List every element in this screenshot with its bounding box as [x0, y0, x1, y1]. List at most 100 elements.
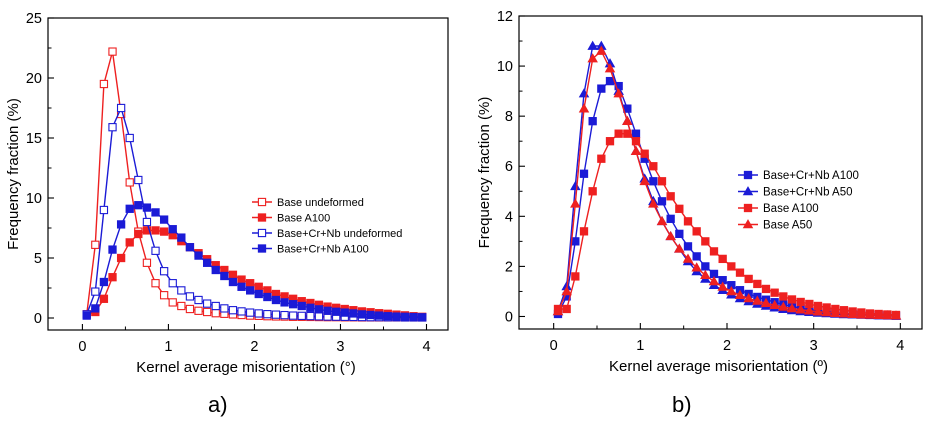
legend-entry: Base+Cr+Nb A100 [252, 244, 369, 256]
data-point [882, 310, 893, 320]
data-point [812, 306, 824, 316]
data-point [418, 313, 427, 322]
data-point [640, 149, 649, 158]
data-point [194, 306, 203, 315]
data-point [392, 312, 401, 321]
series-line [86, 51, 423, 319]
data-point [692, 227, 701, 236]
data-point [99, 205, 109, 215]
series-line [86, 105, 423, 319]
data-point [211, 309, 220, 318]
data-point [727, 262, 736, 271]
data-point [202, 307, 212, 317]
data-point [701, 262, 710, 271]
y-tick-label: 4 [505, 209, 513, 225]
data-point [649, 162, 658, 171]
data-point [786, 303, 798, 313]
data-point [220, 304, 229, 313]
data-point [570, 180, 581, 191]
legend-marker [742, 219, 754, 229]
data-point [357, 310, 367, 319]
legend-label: Base A50 [763, 220, 812, 232]
legend-entry: Base A50 [738, 219, 812, 232]
data-point [323, 306, 332, 315]
data-point [795, 304, 806, 314]
legend-label: Base undeformed [277, 197, 364, 209]
data-point [674, 243, 685, 253]
data-point [271, 295, 281, 305]
data-point [168, 279, 177, 288]
data-point [657, 197, 667, 206]
data-point [263, 292, 272, 302]
data-point [691, 262, 702, 272]
series-base-undeformed [82, 47, 427, 322]
data-point [804, 305, 815, 315]
x-tick-label: 4 [896, 338, 904, 354]
data-point [177, 233, 186, 242]
data-point [552, 306, 564, 316]
data-point [579, 169, 589, 178]
data-point [237, 307, 246, 316]
legend-entry: Base A100 [252, 213, 330, 225]
x-tick-label: 0 [550, 338, 558, 354]
y-tick-label: 6 [505, 159, 513, 175]
data-point [159, 267, 169, 276]
data-point [605, 137, 615, 146]
y-tick-label: 12 [497, 9, 513, 25]
data-point [134, 229, 143, 239]
y-tick-label: 0 [505, 309, 513, 325]
data-point [332, 307, 341, 316]
x-tick-label: 0 [78, 339, 86, 355]
y-axis-title: Frequency fraction (%) [476, 97, 493, 249]
legend-entry: Base undeformed [252, 197, 364, 209]
y-axis-title: Frequency fraction (%) [5, 98, 22, 250]
data-point [185, 243, 195, 252]
data-point [349, 309, 358, 318]
data-point [752, 295, 763, 305]
data-point [639, 175, 650, 186]
data-point [99, 79, 109, 89]
data-point [289, 311, 298, 320]
data-point [588, 187, 597, 196]
series-line [558, 132, 897, 316]
data-point [159, 215, 169, 224]
data-point [666, 192, 675, 201]
x-tick-label: 2 [723, 338, 731, 354]
data-point [99, 277, 109, 287]
data-point [194, 295, 203, 305]
data-point [306, 303, 315, 312]
data-point [400, 312, 410, 321]
data-point [864, 309, 876, 319]
y-tick-label: 15 [26, 131, 42, 147]
panel-label-a: a) [208, 392, 228, 417]
data-point [604, 63, 616, 73]
data-point [280, 298, 289, 307]
data-point [383, 312, 392, 321]
data-point [246, 286, 255, 295]
data-point [297, 311, 306, 320]
data-point [228, 270, 238, 279]
legend-entry: Base+Cr+Nb undeformed [252, 228, 402, 240]
data-point [116, 220, 126, 229]
data-point [587, 53, 598, 63]
data-point [409, 312, 418, 322]
data-point [561, 286, 572, 296]
data-point [890, 310, 902, 320]
legend-marker [257, 197, 267, 207]
data-point [91, 304, 100, 313]
data-point [168, 225, 177, 234]
data-point [202, 299, 212, 308]
data-point [649, 177, 658, 186]
data-point [753, 279, 762, 289]
x-tick-label: 2 [250, 339, 258, 355]
x-tick-label: 4 [422, 339, 430, 355]
data-point [570, 198, 581, 208]
data-point [211, 265, 220, 275]
data-point [280, 310, 289, 320]
y-tick-label: 0 [34, 311, 42, 327]
data-point [254, 289, 263, 299]
data-point [125, 133, 134, 143]
data-point [657, 177, 667, 186]
x-axis-title: Kernel average misorientation (°) [136, 359, 355, 376]
